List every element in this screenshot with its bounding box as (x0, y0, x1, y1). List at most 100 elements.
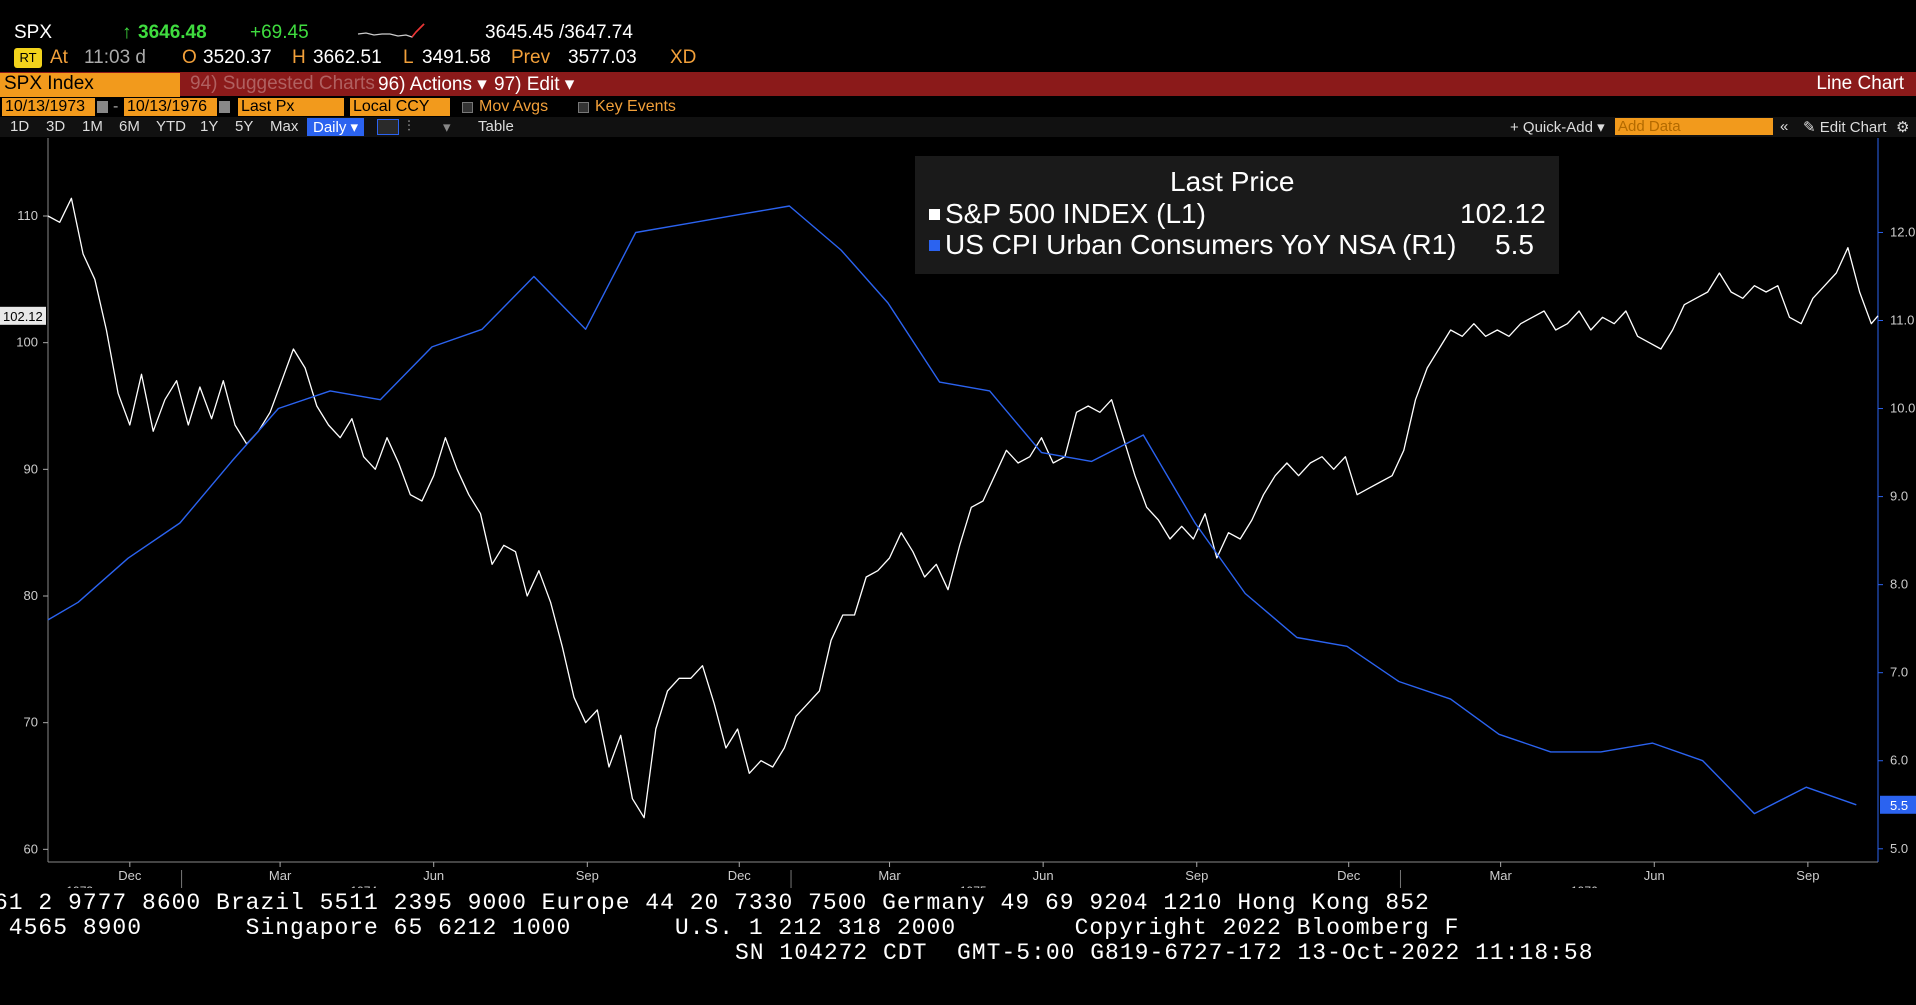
right-tick-label: 11.0 (1890, 313, 1914, 328)
legend-title: Last Price (1170, 166, 1295, 197)
add-data-input[interactable]: Add Data (1615, 118, 1773, 135)
legend-swatch-spx (929, 209, 940, 220)
field-select[interactable]: Last Px (238, 98, 344, 116)
security-field[interactable]: SPX Index (0, 73, 180, 97)
period-ytd[interactable]: YTD (156, 118, 186, 135)
right-tick-label: 7.0 (1890, 665, 1908, 680)
right-tick-label: 6.0 (1890, 753, 1908, 768)
x-tick-label: Mar (1489, 868, 1512, 883)
net-change: +69.45 (250, 22, 309, 43)
period-1y[interactable]: 1Y (200, 118, 219, 135)
footer-line-3: SN 104272 CDT GMT-5:00 G819-6727-172 13-… (735, 940, 1594, 966)
low-value: 3491.58 (422, 47, 491, 68)
x-tick-label: Dec (1337, 868, 1361, 883)
period-6m[interactable]: 6M (119, 118, 140, 135)
calendar-icon[interactable] (97, 101, 108, 113)
left-last-value-tag: 102.12 (3, 309, 43, 324)
actions-menu[interactable]: 96) Actions ▾ (378, 74, 487, 95)
frequency-select[interactable]: Daily ▾ (307, 118, 365, 136)
period-1m[interactable]: 1M (82, 118, 103, 135)
year-label: 1976 (1571, 884, 1598, 888)
legend-series-cpi: US CPI Urban Consumers YoY NSA (R1) (945, 229, 1457, 260)
x-tick-label: Mar (878, 868, 901, 883)
left-tick-label: 80 (24, 588, 38, 603)
quote-time: 11:03 d (84, 47, 146, 68)
currency-select[interactable]: Local CCY (350, 98, 450, 116)
table-button[interactable]: Table (478, 118, 514, 135)
year-label: 1973 (66, 884, 93, 888)
realtime-icon[interactable]: RT (14, 48, 42, 68)
line-chart[interactable]: 60 70 80 90 100 110 5.0 6.0 7.0 8.0 9.0 10.0 11.0 12.… (0, 138, 1916, 888)
x-tick-label: Sep (1185, 868, 1208, 883)
year-label: 1974 (350, 884, 377, 888)
mov-avgs-label: Mov Avgs (479, 98, 549, 115)
range-separator: - (113, 98, 119, 115)
last-price: 3646.48 (138, 22, 207, 43)
x-tick-label: Sep (1796, 868, 1819, 883)
start-date-input[interactable]: 10/13/1973 (2, 98, 95, 116)
period-5y[interactable]: 5Y (235, 118, 254, 135)
right-tick-label: 8.0 (1890, 577, 1908, 592)
key-events-checkbox[interactable] (578, 102, 589, 113)
calendar-icon[interactable] (219, 101, 230, 113)
x-tick-label: Dec (728, 868, 752, 883)
dividend-flag: XD (670, 47, 697, 68)
low-label: L (403, 47, 414, 68)
legend-swatch-cpi (929, 240, 940, 251)
x-tick-label: Jun (1033, 868, 1054, 883)
settings-gear-icon[interactable]: ⚙ (1896, 119, 1910, 136)
left-tick-label: 90 (24, 461, 38, 476)
chart-type-label: Line Chart (1816, 73, 1904, 94)
edit-chart-button[interactable]: ✎ Edit Chart (1803, 119, 1887, 136)
legend-value-spx: 102.12 (1460, 198, 1546, 229)
chart-legend: Last Price S&P 500 INDEX (L1) 102.12 US … (915, 156, 1559, 274)
mov-avgs-checkbox[interactable] (462, 102, 473, 113)
time-label: At (50, 47, 68, 68)
edit-menu[interactable]: 97) Edit ▾ (494, 74, 575, 95)
x-tick-label: Jun (423, 868, 444, 883)
right-tick-label: 5.0 (1890, 841, 1908, 856)
x-tick-label: Jun (1644, 868, 1665, 883)
range-controls: 10/13/1973 - 10/13/1976 Last Px Local CC… (0, 98, 1916, 118)
right-tick-label: 10.0 (1890, 401, 1915, 416)
legend-series-spx: S&P 500 INDEX (L1) (945, 198, 1206, 229)
bid-ask: 3645.45 /3647.74 (485, 22, 633, 43)
x-tick-label: Dec (118, 868, 142, 883)
year-label: 1975 (960, 884, 987, 888)
bloomberg-footer: 61 2 9777 8600 Brazil 5511 2395 9000 Eur… (0, 888, 1916, 998)
period-1d[interactable]: 1D (10, 118, 30, 135)
x-tick-label: Sep (576, 868, 599, 883)
footer-line-2: 4565 8900 Singapore 65 6212 1000 U.S. 1 … (0, 915, 1460, 941)
key-events-label: Key Events (595, 98, 676, 115)
line-style-icon[interactable] (377, 119, 399, 135)
footer-line-1: 61 2 9777 8600 Brazil 5511 2395 9000 Eur… (0, 890, 1430, 916)
more-dropdown-icon[interactable]: ▾ (443, 119, 451, 136)
period-max[interactable]: Max (270, 118, 299, 135)
period-3d[interactable]: 3D (46, 118, 66, 135)
quick-add-button[interactable]: + Quick-Add ▾ (1510, 119, 1605, 136)
left-tick-label: 110 (17, 208, 38, 223)
chart-toolbar: 1D 3D 1M 6M YTD 1Y 5Y Max Daily ▾ ⫶ ▾ Ta… (0, 117, 1916, 137)
spx-series-line (47, 197, 1879, 819)
up-arrow-icon: ↑ (122, 22, 132, 43)
cpi-series-line (47, 205, 1857, 815)
high-value: 3662.51 (313, 47, 382, 68)
left-tick-label: 100 (16, 335, 38, 350)
left-tick-label: 70 (24, 715, 38, 730)
ticker-symbol: SPX (14, 22, 53, 43)
suggested-charts-button[interactable]: 94) Suggested Charts (190, 73, 375, 94)
collapse-icon[interactable]: « (1780, 118, 1789, 135)
bar-style-icon[interactable]: ⫶ (407, 118, 411, 135)
quote-detail: RT At 11:03 d O 3520.37 H 3662.51 L 3491… (0, 47, 1916, 71)
right-last-value-tag-bg (1880, 795, 1916, 814)
open-value: 3520.37 (203, 47, 272, 68)
x-tick-label: Mar (269, 868, 292, 883)
left-last-value-tag-bg (0, 306, 46, 325)
prev-value: 3577.03 (568, 47, 637, 68)
prev-label: Prev (511, 47, 551, 68)
open-label: O (182, 47, 197, 68)
end-date-input[interactable]: 10/13/1976 (124, 98, 217, 116)
right-tick-label: 9.0 (1890, 489, 1908, 504)
high-label: H (292, 47, 306, 68)
legend-value-cpi: 5.5 (1495, 229, 1534, 260)
